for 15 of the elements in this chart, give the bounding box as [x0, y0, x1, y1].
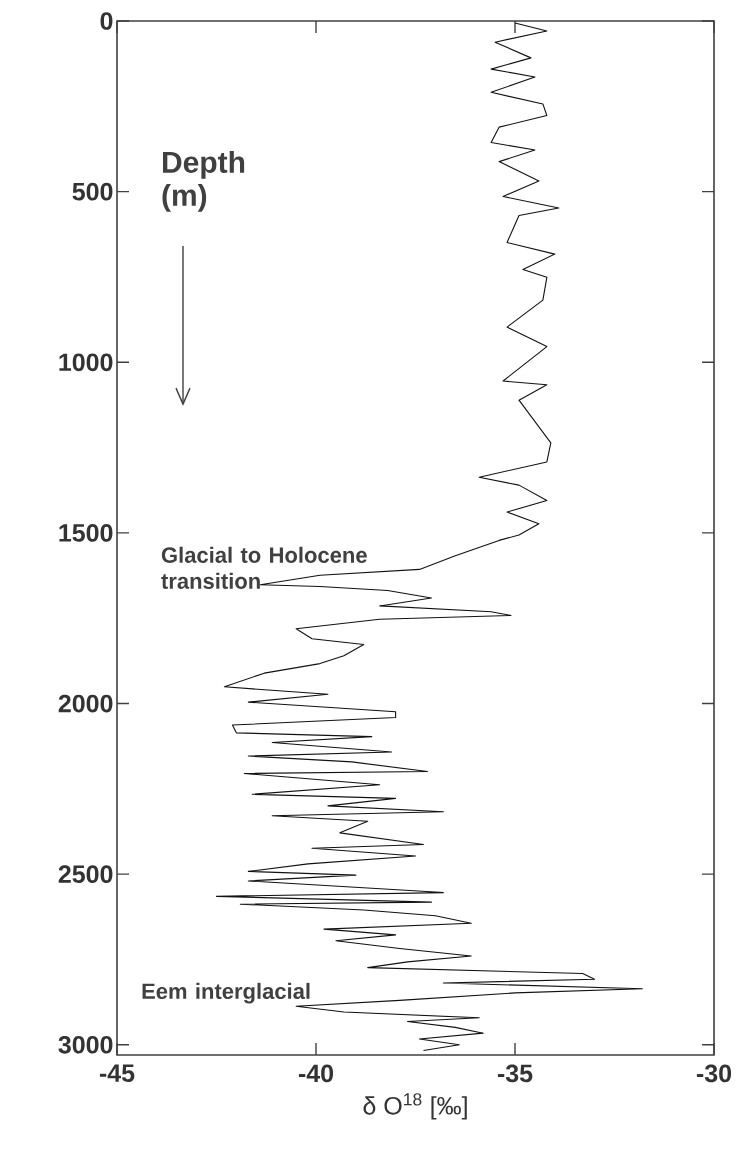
y-tick-label: 2500	[58, 865, 113, 884]
y-tick-label: 500	[72, 182, 113, 201]
x-tick-label: -35	[497, 1064, 533, 1083]
annotation: Glacial to Holocene transition	[161, 546, 367, 589]
x-tick-label: -40	[298, 1064, 334, 1083]
x-tick-label: -45	[99, 1064, 135, 1082]
x-axis-title: δ O$^{18}$ [‰]	[363, 1093, 467, 1120]
y-tick-label: 2000	[58, 694, 113, 713]
y-tick-label: 3000	[58, 1035, 113, 1054]
annotation: Depth (m)	[162, 150, 245, 212]
y-tick-label: 0	[100, 12, 113, 30]
annotation: Eem interglacial	[142, 982, 310, 1004]
y-tick-label: 1500	[59, 524, 113, 542]
y-tick-label: 1000	[59, 353, 113, 372]
x-tick-label: -30	[696, 1064, 732, 1083]
